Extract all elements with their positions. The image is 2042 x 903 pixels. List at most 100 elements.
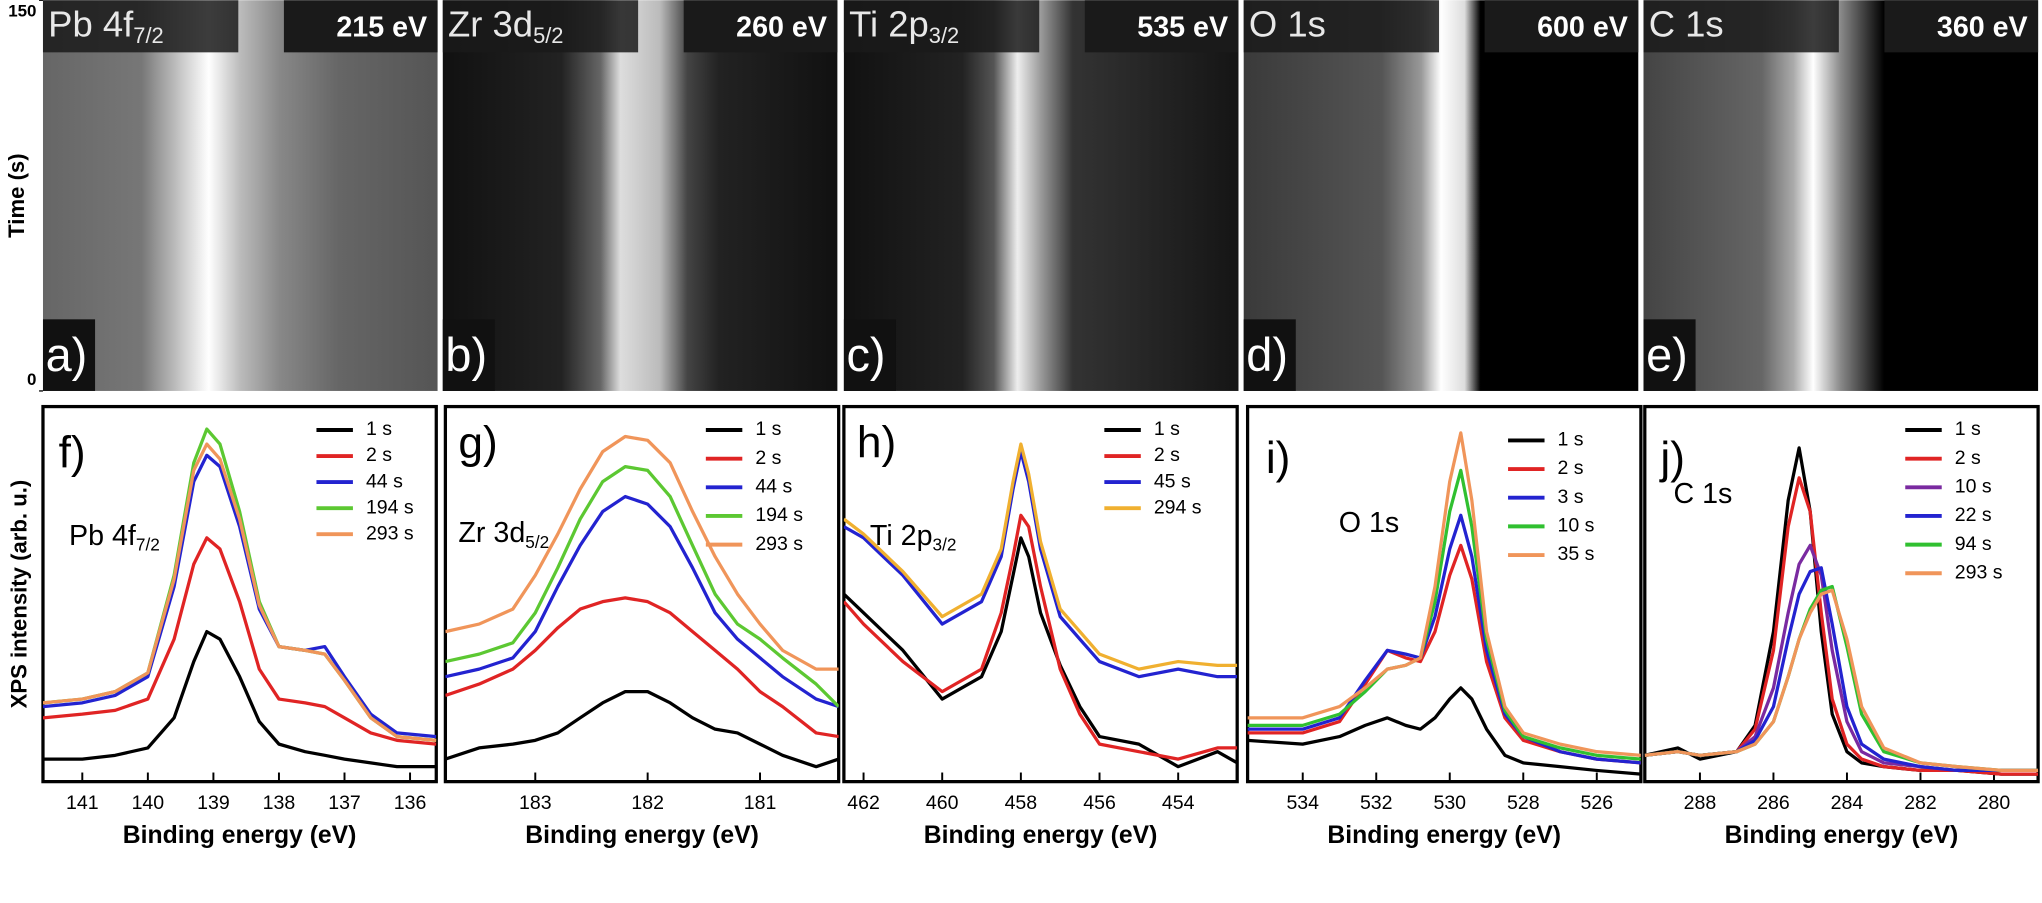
x-tick-label: 456 — [1083, 792, 1116, 814]
spectrum-line — [42, 453, 437, 739]
map-energy-box — [283, 0, 438, 53]
legend-label: 3 s — [1558, 486, 1584, 508]
legend-label: 1 s — [1955, 418, 1981, 440]
x-tick-label: 288 — [1684, 792, 1717, 814]
spectrum-line — [42, 629, 437, 769]
x-tick-label: 528 — [1507, 792, 1540, 814]
x-tick-label: 530 — [1433, 792, 1466, 814]
map-image — [843, 0, 1239, 391]
element-label: Pb 4f7/2 — [69, 519, 160, 554]
map-energy: 535 eV — [1137, 11, 1228, 43]
spectrum-line — [1247, 686, 1641, 776]
spectrum-line — [1644, 588, 2039, 773]
element-label-sub: 5/2 — [525, 531, 549, 551]
map-name: Pb 4f7/2 — [48, 3, 164, 48]
x-axis-label: Binding energy (eV) — [1725, 822, 1959, 849]
map-name: Zr 3d5/2 — [448, 3, 563, 48]
map-name: C 1s — [1649, 3, 1724, 44]
map-letter: e) — [1646, 329, 1688, 381]
x-tick-label: 140 — [132, 792, 165, 814]
map-name-main: Pb 4f — [48, 3, 134, 44]
legend-label: 2 s — [366, 444, 392, 466]
map-image — [42, 0, 438, 391]
map-letter-box — [1643, 319, 1696, 391]
map-energy-box — [1884, 0, 2039, 53]
map-name-main: C 1s — [1649, 3, 1724, 44]
element-label: Ti 2p3/2 — [870, 519, 957, 554]
element-label: Zr 3d5/2 — [458, 517, 549, 552]
x-tick-label: 136 — [394, 792, 427, 814]
legend-label: 2 s — [1955, 447, 1981, 469]
element-label-sub: 7/2 — [136, 534, 160, 554]
x-tick-label: 181 — [744, 792, 777, 814]
x-tick-label: 183 — [519, 792, 552, 814]
map-letter-box — [843, 319, 896, 391]
spectrum-line — [1247, 431, 1641, 757]
element-label: O 1s — [1339, 506, 1399, 538]
plot-frame — [1643, 404, 2040, 784]
panel-label: i) — [1266, 434, 1291, 483]
map-energy: 600 eV — [1537, 11, 1628, 43]
legend-label: 94 s — [1955, 533, 1992, 555]
element-label: C 1s — [1673, 478, 1732, 510]
spectrum-line — [445, 464, 839, 708]
map-name-main: Zr 3d — [448, 3, 533, 44]
x-tick-label: 286 — [1757, 792, 1790, 814]
map-image — [1643, 0, 2039, 391]
map-letter: c) — [846, 329, 885, 381]
x-tick-label: 534 — [1286, 792, 1319, 814]
x-tick-label: 526 — [1581, 792, 1614, 814]
spectrum-line — [445, 494, 839, 709]
map-energy-box — [1484, 0, 1639, 53]
x-tick-label: 138 — [263, 792, 296, 814]
element-label-main: Zr 3d — [458, 517, 525, 549]
x-tick-label: 139 — [197, 792, 230, 814]
x-axis-label: Binding energy (eV) — [924, 822, 1158, 849]
spectrum-line — [843, 513, 1238, 761]
x-axis-label: Binding energy (eV) — [1327, 822, 1561, 849]
legend-label: 293 s — [1955, 561, 2003, 583]
element-label-main: O 1s — [1339, 506, 1399, 538]
map-name-sub: 5/2 — [533, 23, 563, 48]
map-name-sub: 7/2 — [133, 23, 163, 48]
x-tick-label: 284 — [1831, 792, 1864, 814]
element-label-sub: 3/2 — [933, 534, 957, 554]
map-energy-box — [1084, 0, 1239, 53]
legend-label: 293 s — [366, 522, 414, 544]
spectrum-line — [1247, 543, 1641, 765]
element-label-main: Pb 4f — [69, 519, 136, 551]
x-axis-label: Binding energy (eV) — [525, 822, 759, 849]
map-energy-box — [683, 0, 838, 53]
map-letter-box — [442, 319, 495, 391]
panel-label: h) — [857, 418, 896, 467]
x-tick-label: 454 — [1162, 792, 1195, 814]
element-label-main: C 1s — [1673, 478, 1732, 510]
legend-label: 1 s — [1154, 418, 1180, 440]
map-letter-box — [42, 319, 96, 391]
spectrum-line — [445, 596, 839, 739]
map-name: Ti 2p3/2 — [849, 3, 959, 48]
legend-label: 194 s — [755, 504, 803, 526]
legend-label: 2 s — [755, 447, 781, 469]
spectrum-line — [445, 690, 839, 769]
legend-label: 194 s — [366, 496, 414, 518]
legend-label: 44 s — [755, 475, 792, 497]
legend-label: 45 s — [1154, 470, 1191, 492]
map-name-sub: 3/2 — [929, 23, 959, 48]
x-tick-label: 182 — [631, 792, 664, 814]
map-energy: 215 eV — [336, 11, 427, 43]
legend-label: 10 s — [1955, 475, 1992, 497]
legend-label: 10 s — [1558, 515, 1595, 537]
map-name-box — [1643, 0, 1839, 53]
legend-label: 2 s — [1558, 457, 1584, 479]
x-tick-label: 532 — [1360, 792, 1393, 814]
element-label-main: Ti 2p — [870, 519, 933, 551]
spectrum-line — [843, 442, 1238, 671]
plot-frame — [41, 404, 438, 784]
time-axis-label: Time (s) — [4, 153, 29, 237]
map-name-box — [42, 0, 239, 53]
time-tick-label: 0 — [27, 370, 36, 389]
map-letter: a) — [46, 329, 88, 381]
spectrum-line — [42, 442, 437, 742]
